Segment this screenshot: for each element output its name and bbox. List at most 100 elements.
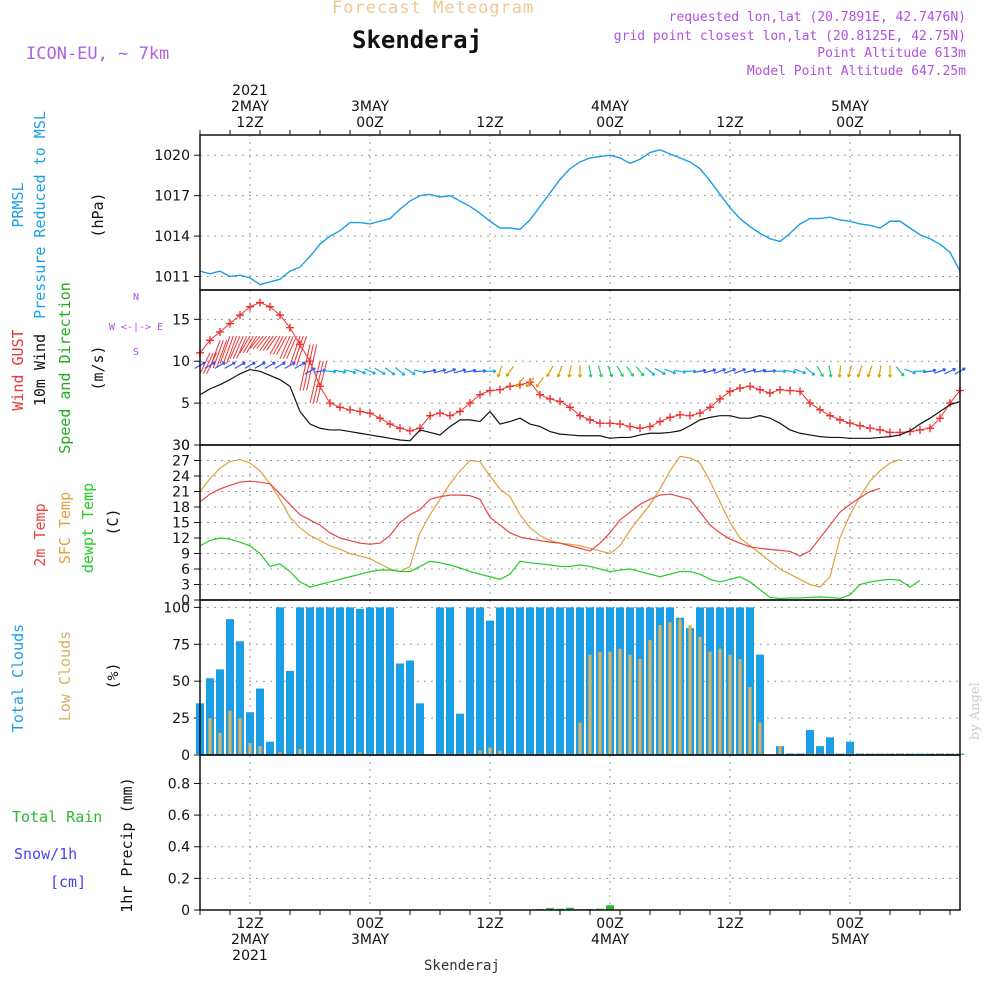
pressure-title-label: PRMSL [9, 182, 27, 227]
total-cloud-bar [356, 608, 364, 755]
y-tick-label: 0.8 [168, 776, 190, 792]
y-tick-label: 3 [181, 578, 190, 594]
wind-direction-arrow [304, 367, 316, 375]
total-cloud-bar [376, 607, 384, 755]
wind-direction-arrow [423, 368, 437, 373]
wind-direction-arrow [904, 368, 917, 375]
wind-direction-arrow [484, 369, 497, 374]
wind-dir-label: Speed and Direction [56, 282, 74, 454]
total-cloud-bar [526, 607, 534, 755]
gust-point [806, 399, 814, 408]
gust-hatch-mark [262, 335, 274, 351]
compass-s: S [133, 347, 139, 358]
gust-point [356, 407, 364, 416]
total-cloud-bar [346, 607, 354, 755]
gust-point [916, 425, 924, 434]
gust-point [216, 327, 224, 336]
gust-point [656, 417, 664, 426]
total-cloud-bar [446, 607, 454, 755]
wind-direction-arrow [384, 367, 396, 376]
total-cloud-bar [236, 641, 244, 755]
gust-point [586, 415, 594, 424]
gust-point [306, 357, 314, 366]
gust-point [256, 298, 264, 307]
panel-pressure: 1011 1014 1017 1020 [154, 135, 961, 290]
low-cloud-bar [218, 732, 222, 755]
gust-point [886, 428, 894, 437]
low-cloud-bar [748, 687, 752, 755]
total-cloud-bar [246, 712, 254, 755]
low-clouds-label: Low Clouds [56, 631, 74, 721]
gust-hatch-mark [296, 335, 308, 366]
total-cloud-bar [506, 607, 514, 755]
gust-hatch-mark [316, 361, 328, 404]
y-tick-label: 0.6 [168, 808, 190, 824]
y-tick-label: 15 [172, 516, 190, 532]
time-label-top: 00Z [356, 115, 383, 131]
gust-hatch-mark [269, 335, 281, 355]
gust-point [946, 399, 954, 408]
gust-point [636, 424, 644, 433]
low-cloud-bar [278, 752, 282, 755]
sfc-temp-line [199, 455, 901, 588]
wind-direction-arrow [744, 368, 757, 374]
gust-hatch-mark [309, 361, 321, 404]
gust-point [416, 424, 424, 433]
gust-hatch-mark [209, 340, 221, 369]
wind-direction-arrow [724, 368, 737, 374]
low-cloud-bar [578, 722, 582, 755]
low-cloud-bar [658, 625, 662, 755]
total-cloud-bar [566, 607, 574, 755]
pressure-unit-label: (hPa) [89, 192, 107, 237]
gust-point [266, 302, 274, 311]
wind-direction-arrow [535, 376, 544, 388]
model-name: ICON-EU, ~ 7km [26, 44, 170, 64]
wind-direction-arrow [567, 365, 572, 378]
gust-point [316, 382, 324, 391]
gust-point [286, 323, 294, 332]
y-tick-label: 1020 [154, 148, 190, 164]
gust-hatch-mark [266, 335, 278, 351]
low-cloud-bar [478, 750, 482, 755]
gust-hatch-mark [286, 335, 298, 359]
wind-direction-arrow [404, 367, 416, 375]
gust-point [206, 336, 214, 345]
point-altitude: Point Altitude 613m [817, 46, 966, 61]
time-label-top: 00Z [596, 115, 623, 131]
total-cloud-bar [576, 607, 584, 755]
wind-direction-arrow [856, 365, 863, 378]
low-cloud-bar [238, 718, 242, 755]
y-tick-label: 18 [172, 500, 190, 516]
time-label-bottom: 12Z [716, 916, 743, 932]
y-tick-label: 10 [172, 354, 190, 370]
total-cloud-bar [286, 670, 294, 755]
total-cloud-bar [496, 607, 504, 755]
wind-direction-arrow [354, 368, 367, 375]
time-label-top: 2MAY [231, 99, 269, 115]
low-cloud-bar [678, 619, 682, 755]
model-point-altitude: Model Point Altitude 647.25m [746, 64, 966, 79]
pressure-subtitle-label: Pressure Reduced to MSL [31, 111, 49, 319]
y-tick-label: 5 [181, 396, 190, 412]
wind-direction-arrow [714, 368, 727, 374]
wind-direction-arrow [496, 365, 503, 378]
gust-point [386, 420, 394, 429]
gust-hatch-mark [252, 335, 264, 349]
total-cloud-bar [546, 607, 554, 755]
low-cloud-bar [778, 746, 782, 755]
wind-direction-arrow [444, 368, 457, 374]
wind-direction-arrow [923, 368, 937, 373]
gust-point [376, 414, 384, 423]
low-cloud-bar [208, 718, 212, 755]
time-label-bottom: 00Z [836, 916, 863, 932]
gust-point [796, 387, 804, 396]
total-cloud-bar [486, 620, 494, 755]
gust-point [676, 410, 684, 419]
wind-direction-arrow [577, 365, 583, 378]
wind-direction-arrow [204, 361, 216, 369]
total-cloud-bar [806, 729, 814, 755]
gust-point [536, 390, 544, 399]
time-label-bottom: 2021 [232, 948, 268, 964]
gust-hatch-mark [229, 335, 241, 359]
y-tick-label: 30 [172, 438, 190, 454]
